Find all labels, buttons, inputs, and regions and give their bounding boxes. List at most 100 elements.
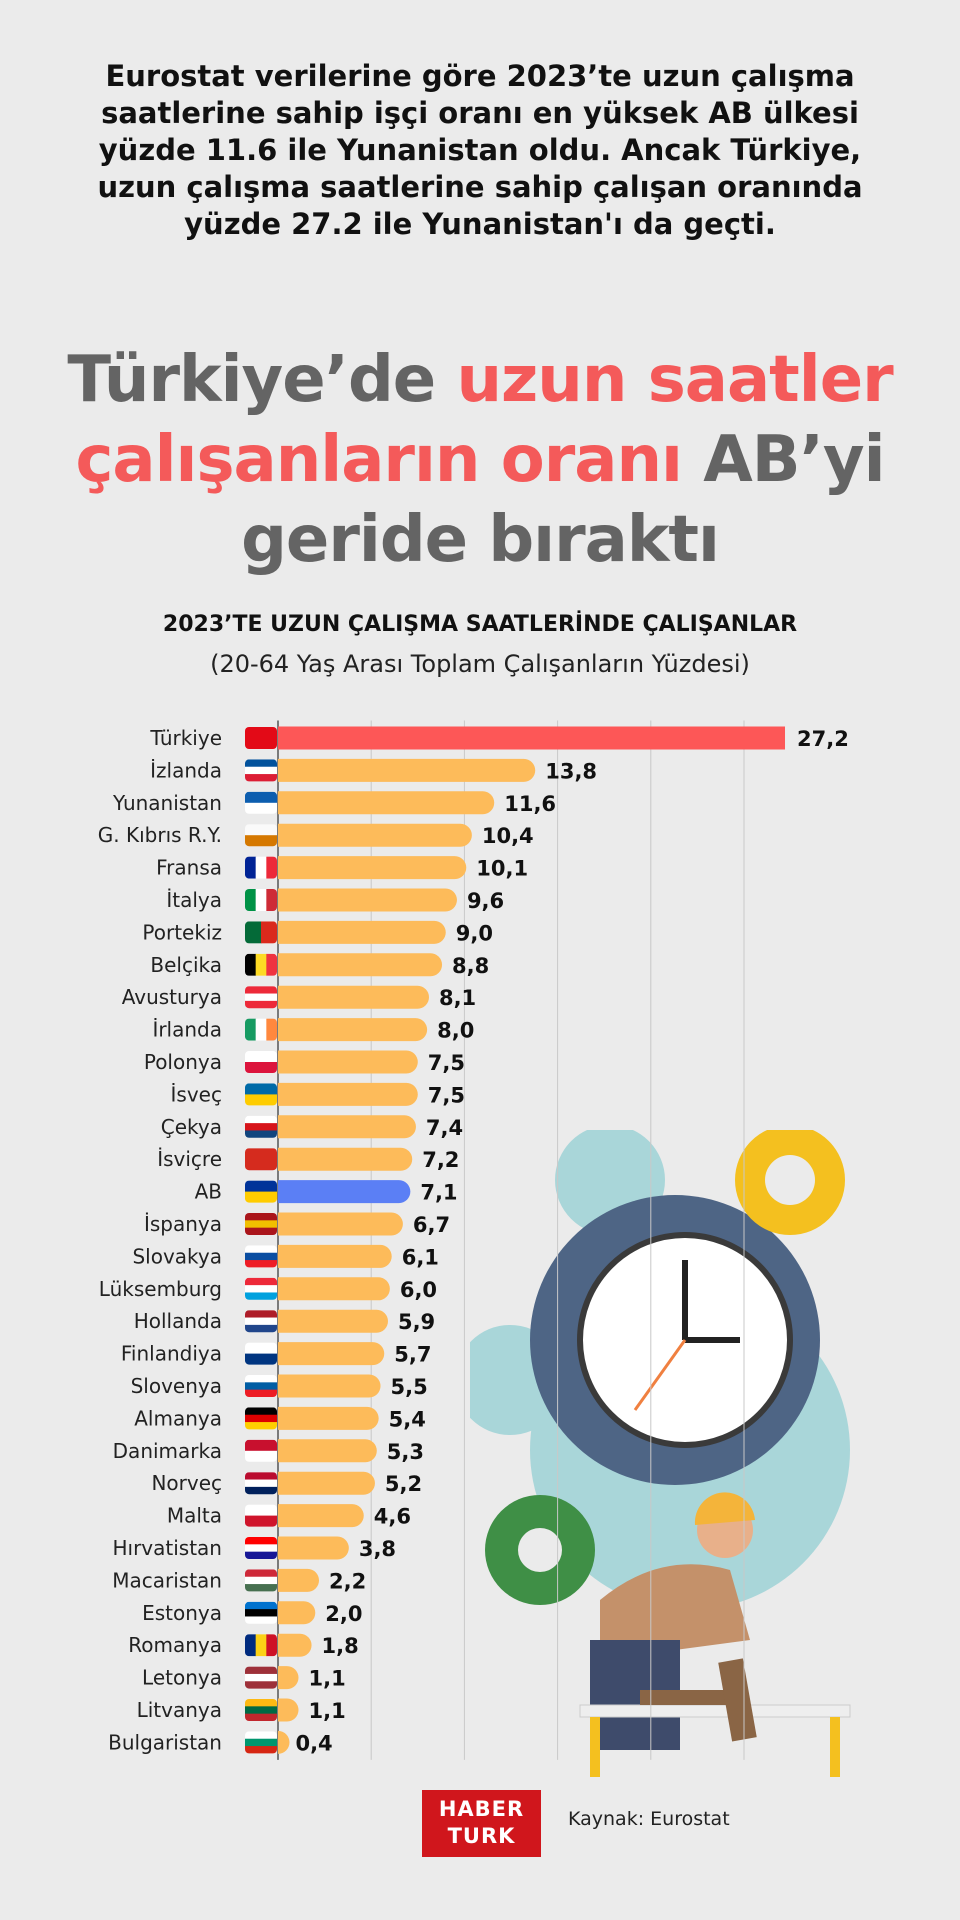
- bar: [278, 823, 472, 847]
- value-label: 8,8: [452, 954, 489, 978]
- bar: [278, 1730, 290, 1754]
- value-label: 8,0: [437, 1019, 474, 1043]
- flag-icon: [245, 1277, 277, 1300]
- bar: [278, 1277, 390, 1301]
- category-label: Belçika: [150, 953, 222, 977]
- flag-icon: [245, 1213, 277, 1235]
- bar: [278, 856, 467, 880]
- value-label: 7,5: [428, 1051, 465, 1075]
- flag-icon: [245, 1439, 277, 1462]
- bar: [278, 1212, 403, 1236]
- category-label: Fransa: [156, 856, 222, 880]
- category-label: Macaristan: [112, 1568, 222, 1592]
- value-label: 5,5: [391, 1375, 428, 1399]
- value-label: 6,1: [402, 1245, 439, 1269]
- value-label: 13,8: [545, 759, 597, 783]
- bar: [278, 791, 495, 815]
- category-label: İrlanda: [152, 1018, 222, 1042]
- flag-icon: [245, 727, 277, 749]
- category-label: Yunanistan: [112, 791, 222, 815]
- illustration-gears-clock-worker: [470, 1130, 851, 1777]
- bar: [278, 1309, 388, 1333]
- flag-icon: [245, 1083, 277, 1106]
- flag-icon: [245, 986, 277, 1009]
- flag-icon: [245, 1018, 277, 1041]
- category-label: Türkiye: [149, 726, 222, 750]
- value-label: 4,6: [374, 1505, 411, 1529]
- headline-part3: AB’yi geride bıraktı: [241, 423, 885, 577]
- category-label: İsviçre: [157, 1147, 222, 1171]
- flag-icon: [245, 791, 277, 814]
- bar: [278, 1244, 392, 1268]
- category-label: Bulgaristan: [108, 1730, 222, 1754]
- category-label: Norveç: [151, 1471, 222, 1495]
- bar: [278, 1666, 299, 1690]
- chart-title: 2023’TE UZUN ÇALIŞMA SAATLERİNDE ÇALIŞAN…: [162, 612, 798, 637]
- category-label: Letonya: [142, 1666, 222, 1690]
- value-label: 7,4: [426, 1116, 463, 1140]
- flag-icon: [245, 1569, 277, 1592]
- value-label: 8,1: [439, 986, 476, 1010]
- headline: Türkiye’de uzun saatler çalışanların ora…: [40, 340, 920, 580]
- category-label: Finlandiya: [121, 1342, 222, 1366]
- bar: [278, 726, 786, 750]
- category-label: İtalya: [166, 888, 222, 912]
- bar: [278, 985, 429, 1009]
- bar: [278, 1568, 320, 1592]
- bar: [278, 758, 536, 782]
- flag-icon: [245, 1472, 277, 1495]
- value-label: 3,8: [359, 1537, 396, 1561]
- bar: [278, 1601, 316, 1625]
- value-label: 5,9: [398, 1310, 435, 1334]
- bar: [278, 1147, 413, 1171]
- bar: [278, 1374, 381, 1398]
- bar: [278, 1180, 411, 1204]
- flag-icon: [245, 1180, 277, 1203]
- flag-icon: [245, 953, 277, 976]
- flag-icon: [245, 889, 277, 911]
- flag-icon: [245, 1115, 277, 1138]
- value-label: 7,5: [428, 1083, 465, 1107]
- category-label: Çekya: [161, 1115, 222, 1139]
- value-label: 1,1: [309, 1667, 346, 1691]
- bar: [278, 1504, 364, 1528]
- category-label: Malta: [167, 1504, 222, 1528]
- category-label: Almanya: [134, 1406, 222, 1430]
- flag-icon: [245, 921, 277, 944]
- category-label: Danimarka: [113, 1439, 222, 1463]
- category-label: Avusturya: [122, 985, 222, 1009]
- value-label: 11,6: [504, 792, 556, 816]
- flag-icon: [245, 824, 277, 847]
- category-label: AB: [195, 1180, 222, 1204]
- flag-icon: [245, 1601, 277, 1624]
- category-label: Polonya: [144, 1050, 222, 1074]
- bar: [278, 888, 457, 912]
- value-label: 5,3: [387, 1440, 424, 1464]
- bar: [278, 1018, 428, 1042]
- flag-icon: [245, 1504, 277, 1527]
- bar: [278, 1082, 418, 1106]
- value-label: 6,0: [400, 1278, 437, 1302]
- value-label: 9,6: [467, 889, 504, 913]
- value-label: 6,7: [413, 1213, 450, 1237]
- category-label: Litvanya: [137, 1698, 222, 1722]
- bar: [278, 1342, 385, 1366]
- category-label: Lüksemburg: [99, 1277, 222, 1301]
- category-label: Slovakya: [132, 1244, 222, 1268]
- flag-icon: [245, 1051, 277, 1073]
- category-label: İspanya: [144, 1212, 222, 1236]
- flag-icon: [245, 1666, 277, 1689]
- bar: [278, 1536, 349, 1560]
- flag-icon: [245, 1375, 277, 1397]
- flag-icon: [245, 1342, 277, 1365]
- bar: [278, 1471, 375, 1495]
- category-label: Romanya: [128, 1633, 222, 1657]
- value-label: 0,4: [295, 1731, 332, 1755]
- value-label: 5,4: [389, 1407, 426, 1431]
- flag-icon: [245, 759, 277, 782]
- bar: [278, 1698, 299, 1722]
- value-label: 2,2: [329, 1569, 366, 1593]
- worker-illustration: [579, 1492, 851, 1777]
- value-label: 27,2: [797, 727, 849, 751]
- source-text: Kaynak: Eurostat: [568, 1808, 730, 1830]
